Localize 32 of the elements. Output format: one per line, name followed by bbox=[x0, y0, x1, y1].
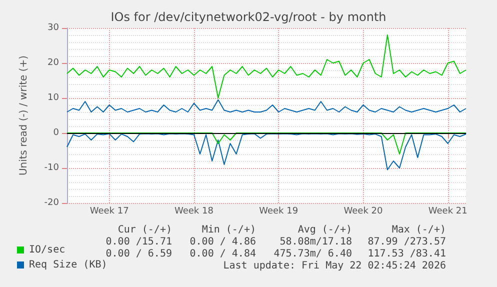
x-tick-label: Week 20 bbox=[344, 206, 383, 216]
line-series bbox=[66, 99, 466, 112]
x-tick-label: Week 21 bbox=[428, 206, 468, 216]
line-series bbox=[66, 133, 466, 170]
text: 87.99 /273.57 bbox=[368, 236, 446, 248]
text: 0.00 / 4.86 bbox=[190, 236, 256, 248]
text: 0.00 /15.71 bbox=[106, 236, 172, 248]
x-tick-label: Week 17 bbox=[90, 206, 129, 216]
text: 58.08m/17.18 bbox=[280, 236, 352, 248]
y-tick-label: 30 bbox=[48, 23, 60, 33]
y-tick-label: -10 bbox=[44, 163, 60, 173]
y-tick-label: 10 bbox=[48, 93, 60, 103]
text: Cur (-/+) bbox=[118, 224, 172, 236]
text: 117.53 /83.41 bbox=[368, 248, 446, 260]
chart-title: IOs for /dev/citynetwork02-vg/root - by month bbox=[110, 10, 386, 24]
legend-label: IO/sec bbox=[29, 244, 66, 256]
text: 475.73m/ 6.40 bbox=[274, 248, 352, 260]
legend-label: Req Size (KB) bbox=[29, 260, 108, 270]
text: Min (-/+) bbox=[202, 224, 256, 236]
x-tick-label: Week 19 bbox=[259, 206, 298, 216]
text: Avg (-/+) bbox=[298, 224, 352, 236]
line-series bbox=[66, 132, 466, 154]
text: Max (-/+) bbox=[392, 224, 446, 236]
y-axis-title: Units read (-) / write (+) bbox=[18, 55, 30, 176]
y-tick-label: 0 bbox=[53, 128, 60, 138]
x-tick-label: Week 18 bbox=[174, 206, 214, 216]
y-tick-label: -20 bbox=[44, 198, 60, 208]
y-tick-label: 20 bbox=[48, 58, 60, 68]
text: 0.00 / 6.59 bbox=[106, 248, 172, 260]
text: Last update: Fri May 22 02:45:24 2026 bbox=[223, 260, 446, 272]
line-series bbox=[66, 34, 466, 98]
text: 0.00 / 4.84 bbox=[190, 248, 256, 260]
